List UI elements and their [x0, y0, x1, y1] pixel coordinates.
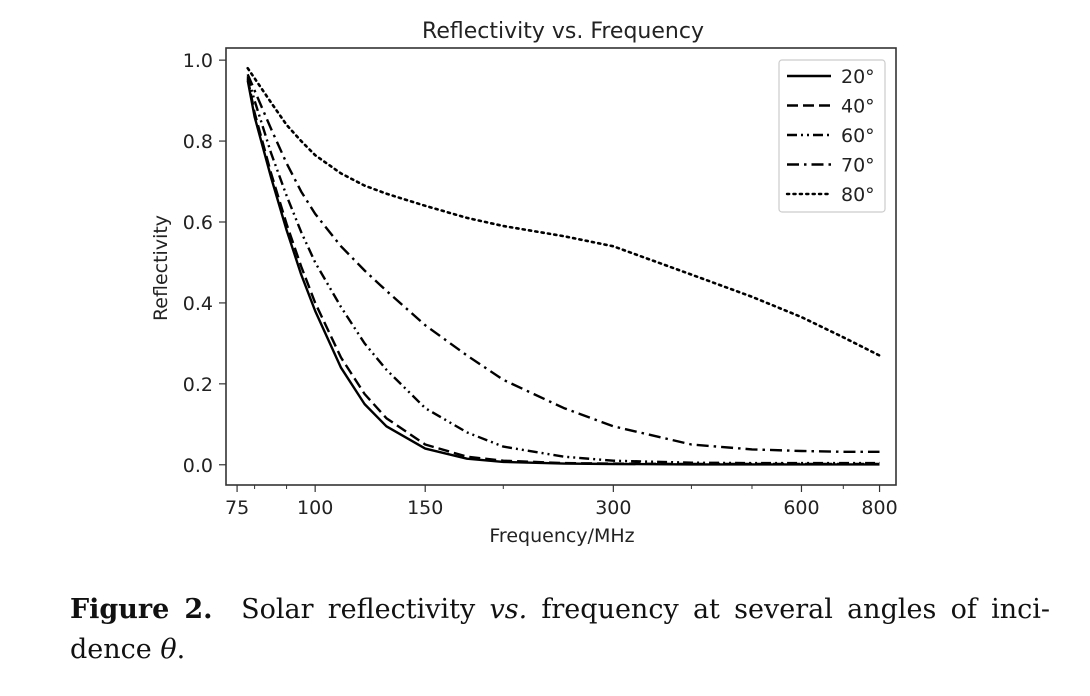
reflectivity-chart: Reflectivity vs. Frequency 75 100 150 300 60…	[150, 19, 898, 547]
legend-label-2: 60°	[841, 125, 875, 147]
legend-label-1: 40°	[841, 96, 875, 118]
y-axis-label: Reflectivity	[150, 215, 172, 321]
caption-symbol: θ	[160, 634, 177, 665]
y-tick-label: 0.8	[183, 131, 213, 153]
x-axis-ticks: 75 100 150 300 600 800	[225, 485, 898, 519]
caption-label: Figure 2.	[70, 594, 213, 625]
series-line-3	[246, 73, 880, 453]
y-tick-label: 0.2	[183, 374, 213, 396]
plot-area	[225, 47, 897, 486]
series-line-1	[246, 78, 880, 466]
y-axis-ticks: 0.0 0.2 0.4 0.6 0.8 1.0	[183, 50, 226, 477]
x-axis-label: Frequency/MHz	[489, 525, 634, 547]
x-tick-label: 100	[297, 497, 333, 519]
legend-box	[778, 59, 886, 213]
caption-emphasis: vs.	[489, 594, 528, 625]
legend: 20° 40° 60° 70° 80°	[778, 59, 886, 213]
x-tick-label: 150	[407, 497, 443, 519]
x-tick-label: 800	[861, 497, 897, 519]
legend-label-0: 20°	[841, 66, 875, 88]
x-tick-label: 300	[595, 497, 631, 519]
legend-label-4: 80°	[841, 184, 875, 206]
axes-frame	[225, 47, 897, 486]
x-tick-label: 75	[225, 497, 249, 519]
series-line-2	[246, 75, 880, 465]
figure-caption: Figure 2. Solar reflectivity vs. frequen…	[70, 590, 1050, 670]
caption-text-after: frequency at several angles of inci­denc…	[70, 594, 1050, 665]
caption-text-before: Solar reflectivity	[241, 594, 476, 625]
x-tick-label: 600	[783, 497, 819, 519]
y-tick-label: 0.0	[183, 455, 213, 477]
y-tick-label: 0.6	[183, 212, 213, 234]
caption-end: .	[176, 634, 186, 665]
y-tick-label: 0.4	[183, 293, 213, 315]
chart-title: Reflectivity vs. Frequency	[422, 19, 704, 44]
legend-label-3: 70°	[841, 155, 875, 177]
y-tick-label: 1.0	[183, 50, 213, 72]
series-line-4	[246, 66, 881, 357]
